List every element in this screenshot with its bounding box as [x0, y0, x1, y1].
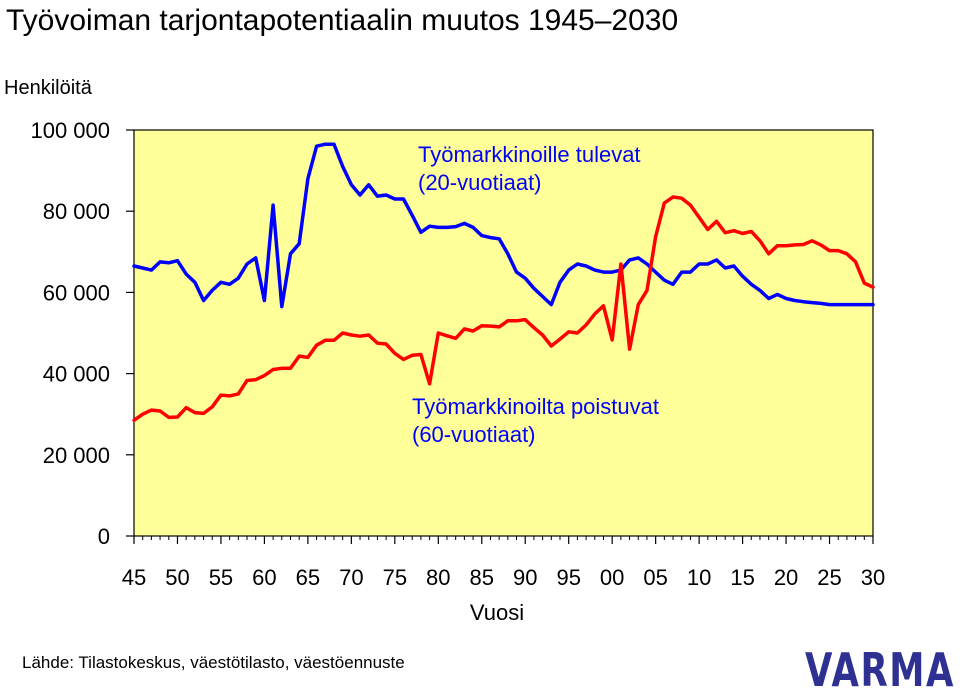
series-labels: Työmarkkinoille tulevat (20-vuotiaat) Työm… [405, 140, 732, 447]
series-label-line: Työmarkkinoille tulevat [418, 142, 641, 167]
x-tick-label: 65 [296, 565, 320, 590]
series-label-box [405, 392, 732, 446]
x-tick-label: 20 [774, 565, 798, 590]
x-tick-label: 30 [861, 565, 885, 590]
source-note: Lähde: Tilastokeskus, väestötilasto, väe… [22, 653, 405, 672]
x-tick-label: 15 [730, 565, 754, 590]
x-tick-label: 00 [600, 565, 624, 590]
y-tick-label: 0 [98, 524, 110, 549]
series-label-line: (60-vuotiaat) [412, 422, 536, 447]
series-label-box [412, 140, 712, 194]
x-tick-label: 50 [165, 565, 189, 590]
series-layer [132, 142, 875, 423]
x-axis-title: Vuosi [470, 600, 524, 625]
x-tick-label: 05 [643, 565, 667, 590]
chart-title: Työvoiman tarjontapotentiaalin muutos 19… [6, 4, 678, 37]
plot-area [133, 129, 874, 537]
x-tick-label: 90 [513, 565, 537, 590]
x-tick-label: 85 [470, 565, 494, 590]
x-tick-label: 70 [339, 565, 363, 590]
x-tick-label: 75 [383, 565, 407, 590]
y-tick-label: 100 000 [30, 118, 110, 143]
y-axis: 0 20 000 40 000 60 000 80 000 100 000 [30, 118, 134, 549]
y-tick-label: 40 000 [43, 362, 110, 387]
series-line-leavers [132, 195, 875, 423]
series-line-entrants [132, 142, 875, 309]
x-axis: 45 50 55 60 65 70 75 80 85 90 95 00 05 10 15 20 25 30 [122, 536, 885, 590]
x-tick-label: 80 [426, 565, 450, 590]
x-tick-label: 55 [209, 565, 233, 590]
y-tick-label: 60 000 [43, 280, 110, 305]
x-tick-label: 25 [817, 565, 841, 590]
series-label-line: Työmarkkinoilta poistuvat [412, 394, 659, 419]
x-tick-label: 95 [556, 565, 580, 590]
series-label-line: (20-vuotiaat) [418, 170, 542, 195]
y-tick-label: 20 000 [43, 443, 110, 468]
x-tick-label: 45 [122, 565, 146, 590]
y-tick-label: 80 000 [43, 199, 110, 224]
y-axis-label: Henkilöitä [4, 77, 93, 99]
x-tick-label: 60 [252, 565, 276, 590]
varma-logo: VARMA [805, 643, 955, 690]
x-tick-label: 10 [687, 565, 711, 590]
